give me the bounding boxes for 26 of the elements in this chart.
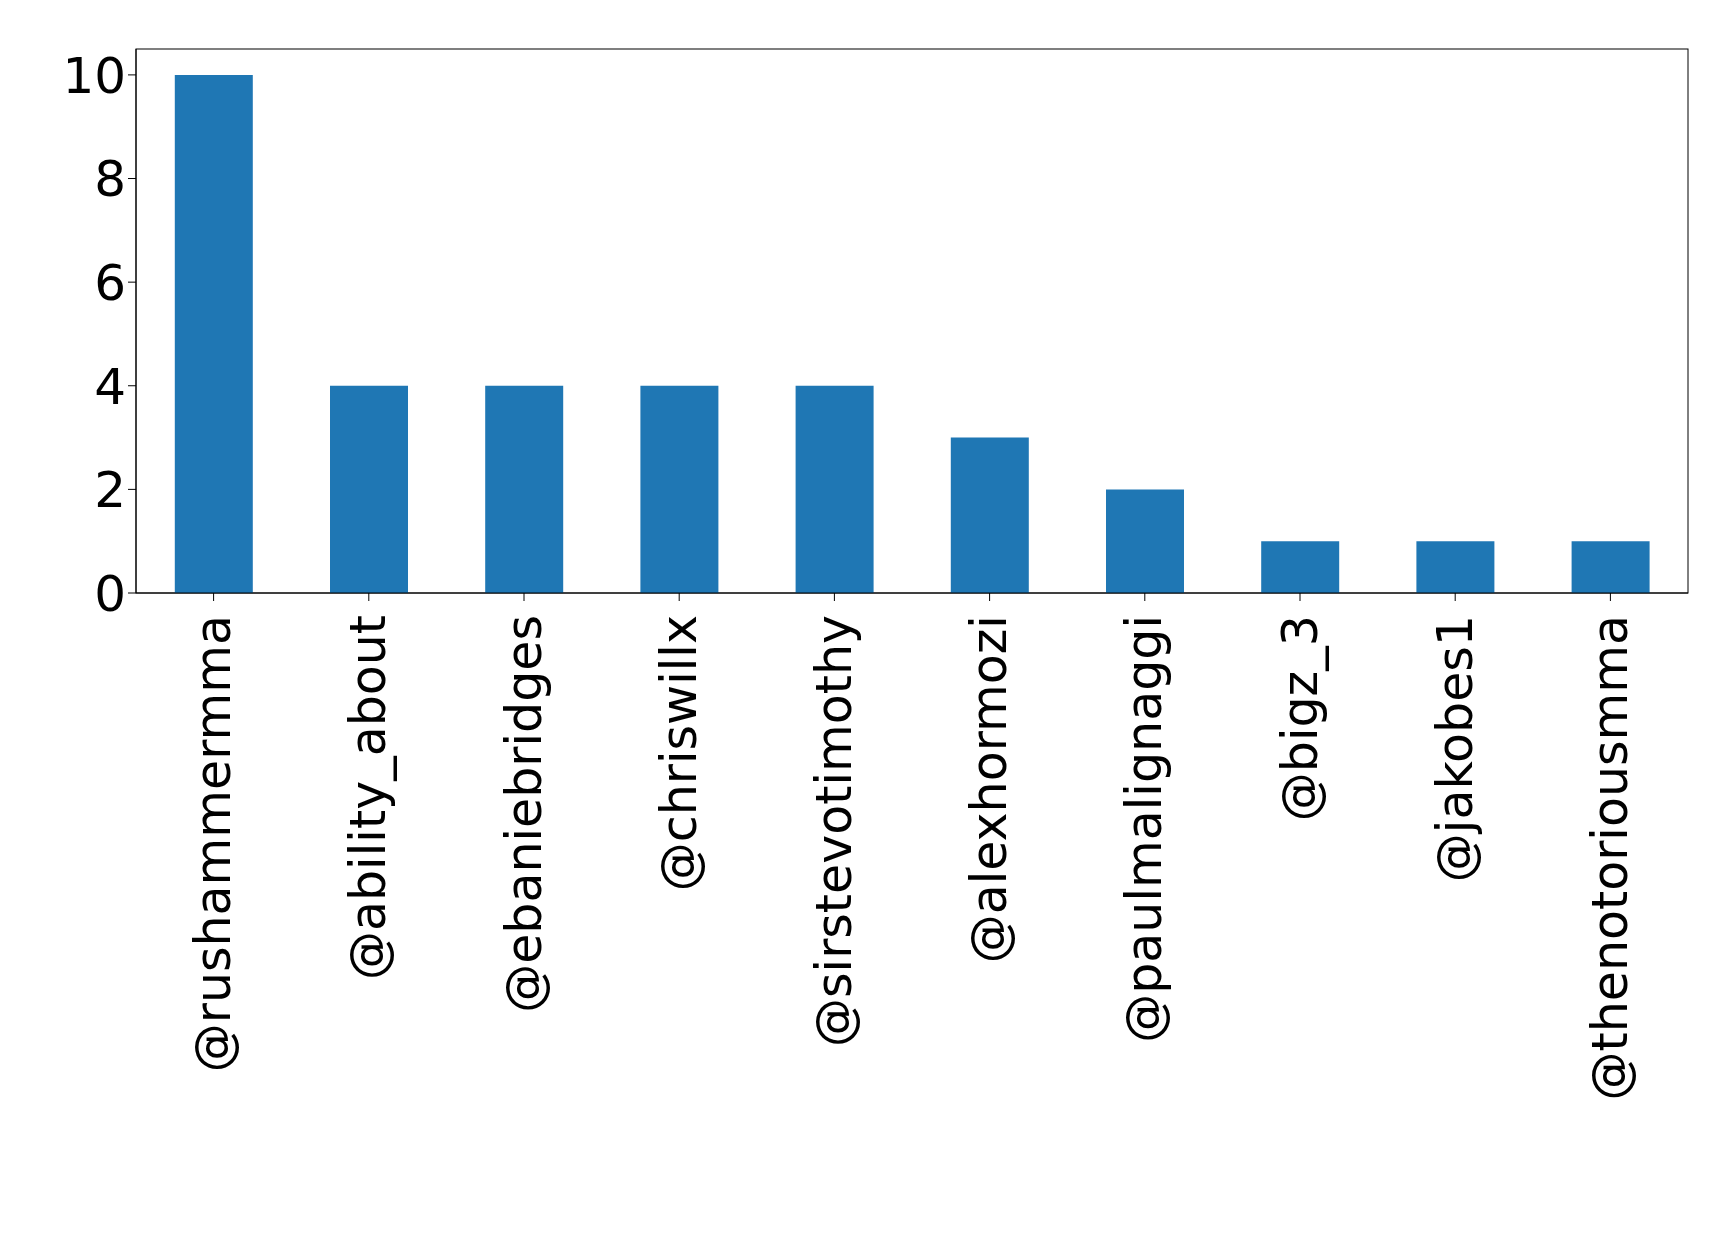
x-tick-label: @ability_about <box>340 615 398 981</box>
y-tick-label: 6 <box>94 253 126 312</box>
bar <box>1106 489 1184 593</box>
bar <box>330 385 408 593</box>
x-tick-label: @paulmalignaggi <box>1116 615 1174 1043</box>
y-tick-label: 2 <box>94 461 126 520</box>
y-tick-label: 0 <box>94 564 126 623</box>
y-tick-label: 10 <box>62 46 126 105</box>
bar <box>640 385 719 593</box>
bar <box>1261 541 1340 593</box>
x-tick-label: @thenotoriousmma <box>1581 615 1639 1101</box>
bar <box>174 74 253 593</box>
x-tick-label: @alexhormozi <box>961 615 1019 964</box>
y-tick-label: 8 <box>94 150 126 209</box>
x-tick-label: @jakobes1 <box>1426 615 1484 883</box>
x-tick-label: @bigz_3 <box>1271 615 1329 822</box>
bar <box>795 385 874 593</box>
y-tick-label: 4 <box>94 357 126 416</box>
x-tick-label: @rushammermma <box>185 615 243 1073</box>
x-tick-label: @sirstevotimothy <box>805 615 863 1047</box>
bar <box>1416 541 1495 593</box>
bar <box>1571 541 1650 593</box>
x-tick-label: @chriswillx <box>650 615 708 892</box>
x-tick-label: @ebaniebridges <box>495 615 553 1013</box>
bar <box>950 437 1029 593</box>
bar <box>485 385 564 593</box>
